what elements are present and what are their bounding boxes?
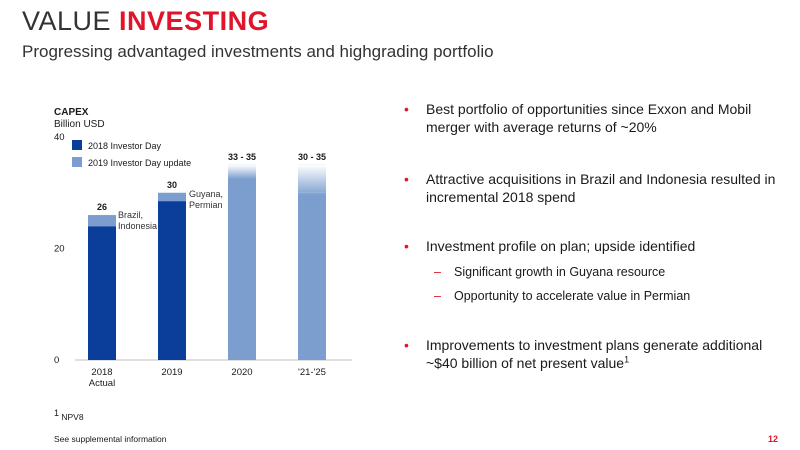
bullet-text: Best portfolio of opportunities since Ex… — [426, 101, 752, 135]
x-tick-label: '21-'25 — [298, 367, 326, 378]
bar-2018-investor-day — [158, 201, 186, 360]
bar-annotation: Brazil, — [118, 210, 143, 220]
footnote-ref: 1 — [624, 354, 630, 365]
bullet-text: Improvements to investment plans generat… — [426, 336, 776, 372]
chart-title: CAPEX — [54, 107, 89, 118]
page-title: VALUE INVESTING — [22, 6, 269, 37]
legend-label: 2019 Investor Day update — [88, 158, 191, 168]
sub-bullet-text: Opportunity to accelerate value in Permi… — [454, 289, 691, 303]
y-tick-label: 20 — [54, 244, 65, 255]
bar-2019-investor-day-update — [298, 192, 326, 360]
title-part-1: VALUE — [22, 6, 120, 36]
x-tick-label: 2020 — [231, 367, 252, 378]
legend-label: 2018 Investor Day — [88, 141, 162, 151]
bar-annotation: Permian — [189, 200, 223, 210]
sub-bullet-marker: – — [434, 265, 441, 279]
page-number: 12 — [767, 434, 778, 444]
title-part-2: INVESTING — [119, 6, 270, 36]
footnote-marker: 1 — [54, 408, 60, 419]
sub-bullet-text: Significant growth in Guyana resource — [454, 265, 666, 279]
footnote: 1 NPV8 — [54, 409, 84, 422]
bar-2018-investor-day — [88, 226, 116, 360]
bullet-marker: • — [404, 101, 409, 117]
bar-annotation: Indonesia — [118, 221, 157, 231]
y-axis-label: Billion USD — [54, 119, 105, 130]
data-label: 30 - 35 — [298, 152, 326, 162]
bullet-text-main: Improvements to investment plans generat… — [426, 337, 763, 371]
x-tick-sublabel: Actual — [89, 378, 115, 389]
legend-swatch — [72, 157, 82, 167]
data-label: 33 - 35 — [228, 152, 256, 162]
bar-2019-investor-day-update — [158, 192, 186, 202]
data-label: 26 — [97, 202, 107, 212]
x-tick-label: 2018 — [91, 367, 112, 378]
x-tick-label: 2019 — [161, 367, 182, 378]
page-subtitle: Progressing advantaged investments and h… — [22, 42, 494, 61]
bullet-text: Investment profile on plan; upside ident… — [426, 238, 696, 254]
bar-2019-investor-day-update — [88, 215, 116, 227]
bar-2019-investor-day-update — [228, 176, 256, 360]
legend-swatch — [72, 140, 82, 150]
sub-bullet-marker: – — [434, 289, 441, 303]
supplemental-note: See supplemental information — [54, 434, 167, 444]
bullet-marker: • — [404, 171, 409, 187]
bullet-marker: • — [404, 238, 409, 254]
bullet-text: Attractive acquisitions in Brazil and In… — [426, 171, 776, 205]
bar-annotation: Guyana, — [189, 189, 223, 199]
footnote-text: NPV8 — [59, 412, 84, 422]
data-label: 30 — [167, 180, 177, 190]
bar-range-fade — [228, 164, 256, 180]
y-tick-label: 0 — [54, 355, 59, 366]
y-tick-label: 40 — [54, 132, 65, 143]
bar-range-fade — [298, 164, 326, 196]
bullet-marker: • — [404, 337, 409, 353]
